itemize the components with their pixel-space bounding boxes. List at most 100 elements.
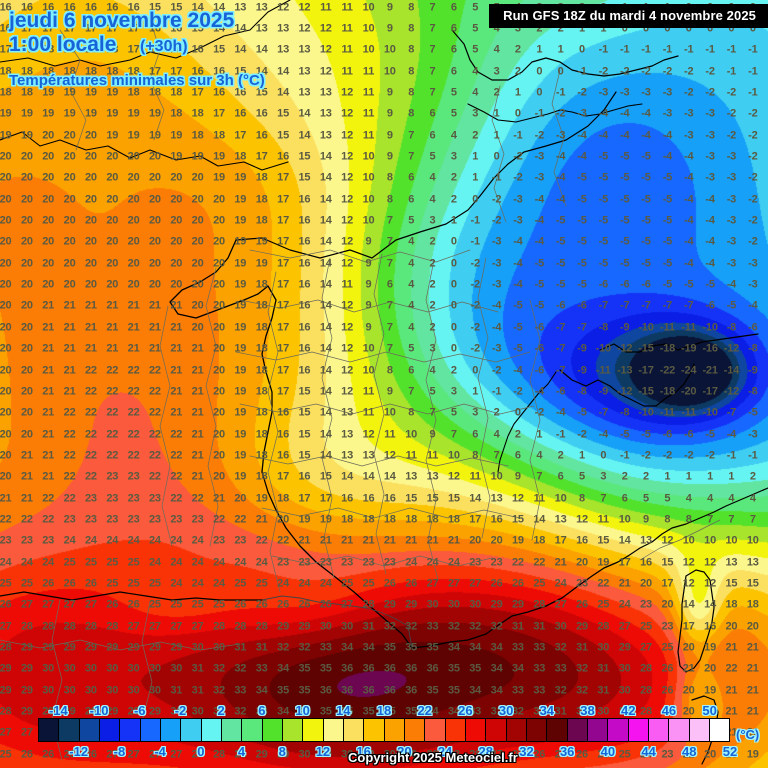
grid-value: 18 xyxy=(170,86,183,99)
grid-value: 19 xyxy=(0,129,12,142)
grid-value: 17 xyxy=(213,107,225,120)
grid-value: 24 xyxy=(191,556,204,569)
grid-value: 24 xyxy=(213,577,225,590)
grid-value: 31 xyxy=(362,620,375,633)
grid-value: 21 xyxy=(725,726,738,739)
grid-value: 11 xyxy=(362,107,375,120)
grid-value: 18 xyxy=(255,193,268,206)
grid-value: 1 xyxy=(493,129,500,142)
grid-value: -5 xyxy=(513,321,523,334)
grid-value: 24 xyxy=(213,556,225,569)
grid-value: 21 xyxy=(725,641,738,654)
color-scale-tick: -10 xyxy=(89,703,109,718)
grid-value: 28 xyxy=(213,748,225,761)
grid-value: 24 xyxy=(84,534,97,547)
grid-value: 11 xyxy=(341,278,353,291)
grid-value: 20 xyxy=(0,193,12,206)
grid-value: 8 xyxy=(386,364,393,376)
grid-value: 26 xyxy=(298,598,311,611)
grid-value: 21 xyxy=(63,385,76,398)
color-scale-tick: -4 xyxy=(154,744,166,759)
grid-value: -9 xyxy=(619,321,630,334)
grid-value: -11 xyxy=(595,364,611,376)
grid-value: 16 xyxy=(84,1,97,13)
grid-value: 20 xyxy=(213,214,225,227)
grid-value: -5 xyxy=(619,235,630,248)
grid-value: 30 xyxy=(170,705,183,718)
grid-value: 20 xyxy=(0,428,12,440)
grid-value: 33 xyxy=(554,662,567,675)
grid-value: 14 xyxy=(319,321,332,334)
grid-value: 17 xyxy=(277,257,290,270)
grid-value: 13 xyxy=(341,449,354,462)
grid-value: 22 xyxy=(63,406,76,419)
grid-value: 12 xyxy=(576,513,588,526)
grid-value: 10 xyxy=(362,214,375,227)
grid-value: -4 xyxy=(641,107,651,120)
grid-value: 21 xyxy=(20,449,33,462)
grid-value: 20 xyxy=(84,171,97,184)
grid-value: 22 xyxy=(725,662,738,675)
grid-value: 30 xyxy=(447,598,460,611)
grid-value: 9 xyxy=(429,428,436,440)
color-scale-cell xyxy=(140,719,161,741)
grid-value: 23 xyxy=(42,534,55,547)
grid-value: 2 xyxy=(621,470,628,483)
grid-value: 4 xyxy=(408,321,415,334)
grid-value: 31 xyxy=(533,705,546,718)
grid-value: -20 xyxy=(681,385,697,398)
grid-value: 23 xyxy=(213,534,225,547)
grid-value: -5 xyxy=(577,214,587,227)
grid-value: 0 xyxy=(450,257,457,270)
grid-value: 1 xyxy=(493,107,500,120)
grid-value: 33 xyxy=(234,684,247,697)
grid-value: -14 xyxy=(723,364,740,376)
color-scale-cell xyxy=(689,719,710,741)
grid-value: 21 xyxy=(63,321,76,334)
grid-value: 32 xyxy=(234,662,247,675)
grid-value: -5 xyxy=(748,406,758,419)
grid-value: -2 xyxy=(748,235,758,248)
grid-value: 26 xyxy=(84,748,97,761)
grid-value: 31 xyxy=(533,620,546,633)
grid-value: 13 xyxy=(405,470,418,483)
grid-value: 17 xyxy=(469,513,482,526)
grid-value: 15 xyxy=(277,129,290,142)
color-scale-tick: 24 xyxy=(437,744,453,759)
grid-value: -4 xyxy=(705,257,715,270)
grid-value: 34 xyxy=(490,641,503,654)
grid-value: -1 xyxy=(705,43,715,56)
grid-value: 14 xyxy=(533,513,546,526)
color-scale-cell xyxy=(221,719,243,741)
grid-value: 0 xyxy=(450,278,457,291)
grid-value: 20 xyxy=(746,620,759,633)
grid-value: -5 xyxy=(577,257,587,270)
grid-value: -10 xyxy=(702,321,718,334)
grid-value: 20 xyxy=(170,193,183,206)
grid-value: 9 xyxy=(386,1,393,13)
grid-value: 20 xyxy=(106,171,119,184)
grid-value: 15 xyxy=(191,22,204,35)
grid-value: 5 xyxy=(429,150,436,163)
grid-value: -1 xyxy=(748,86,758,99)
grid-value: 2 xyxy=(493,86,500,99)
grid-value: -1 xyxy=(534,107,545,120)
grid-value: 9 xyxy=(386,86,393,99)
grid-value: 32 xyxy=(576,662,588,675)
grid-value: 17 xyxy=(661,577,674,590)
grid-value: -4 xyxy=(555,193,566,206)
grid-value: 27 xyxy=(0,620,12,633)
grid-value: 17 xyxy=(277,364,290,376)
grid-value: -10 xyxy=(595,342,612,355)
color-scale-tick: -8 xyxy=(113,744,126,759)
grid-value: -5 xyxy=(598,171,609,184)
grid-value: 24 xyxy=(170,577,183,590)
grid-value: 28 xyxy=(106,620,119,633)
grid-value: 16 xyxy=(298,257,311,270)
grid-value: 22 xyxy=(63,492,76,505)
grid-value: -4 xyxy=(683,171,694,184)
grid-value: 34 xyxy=(277,662,290,675)
grid-value: 29 xyxy=(127,641,140,654)
